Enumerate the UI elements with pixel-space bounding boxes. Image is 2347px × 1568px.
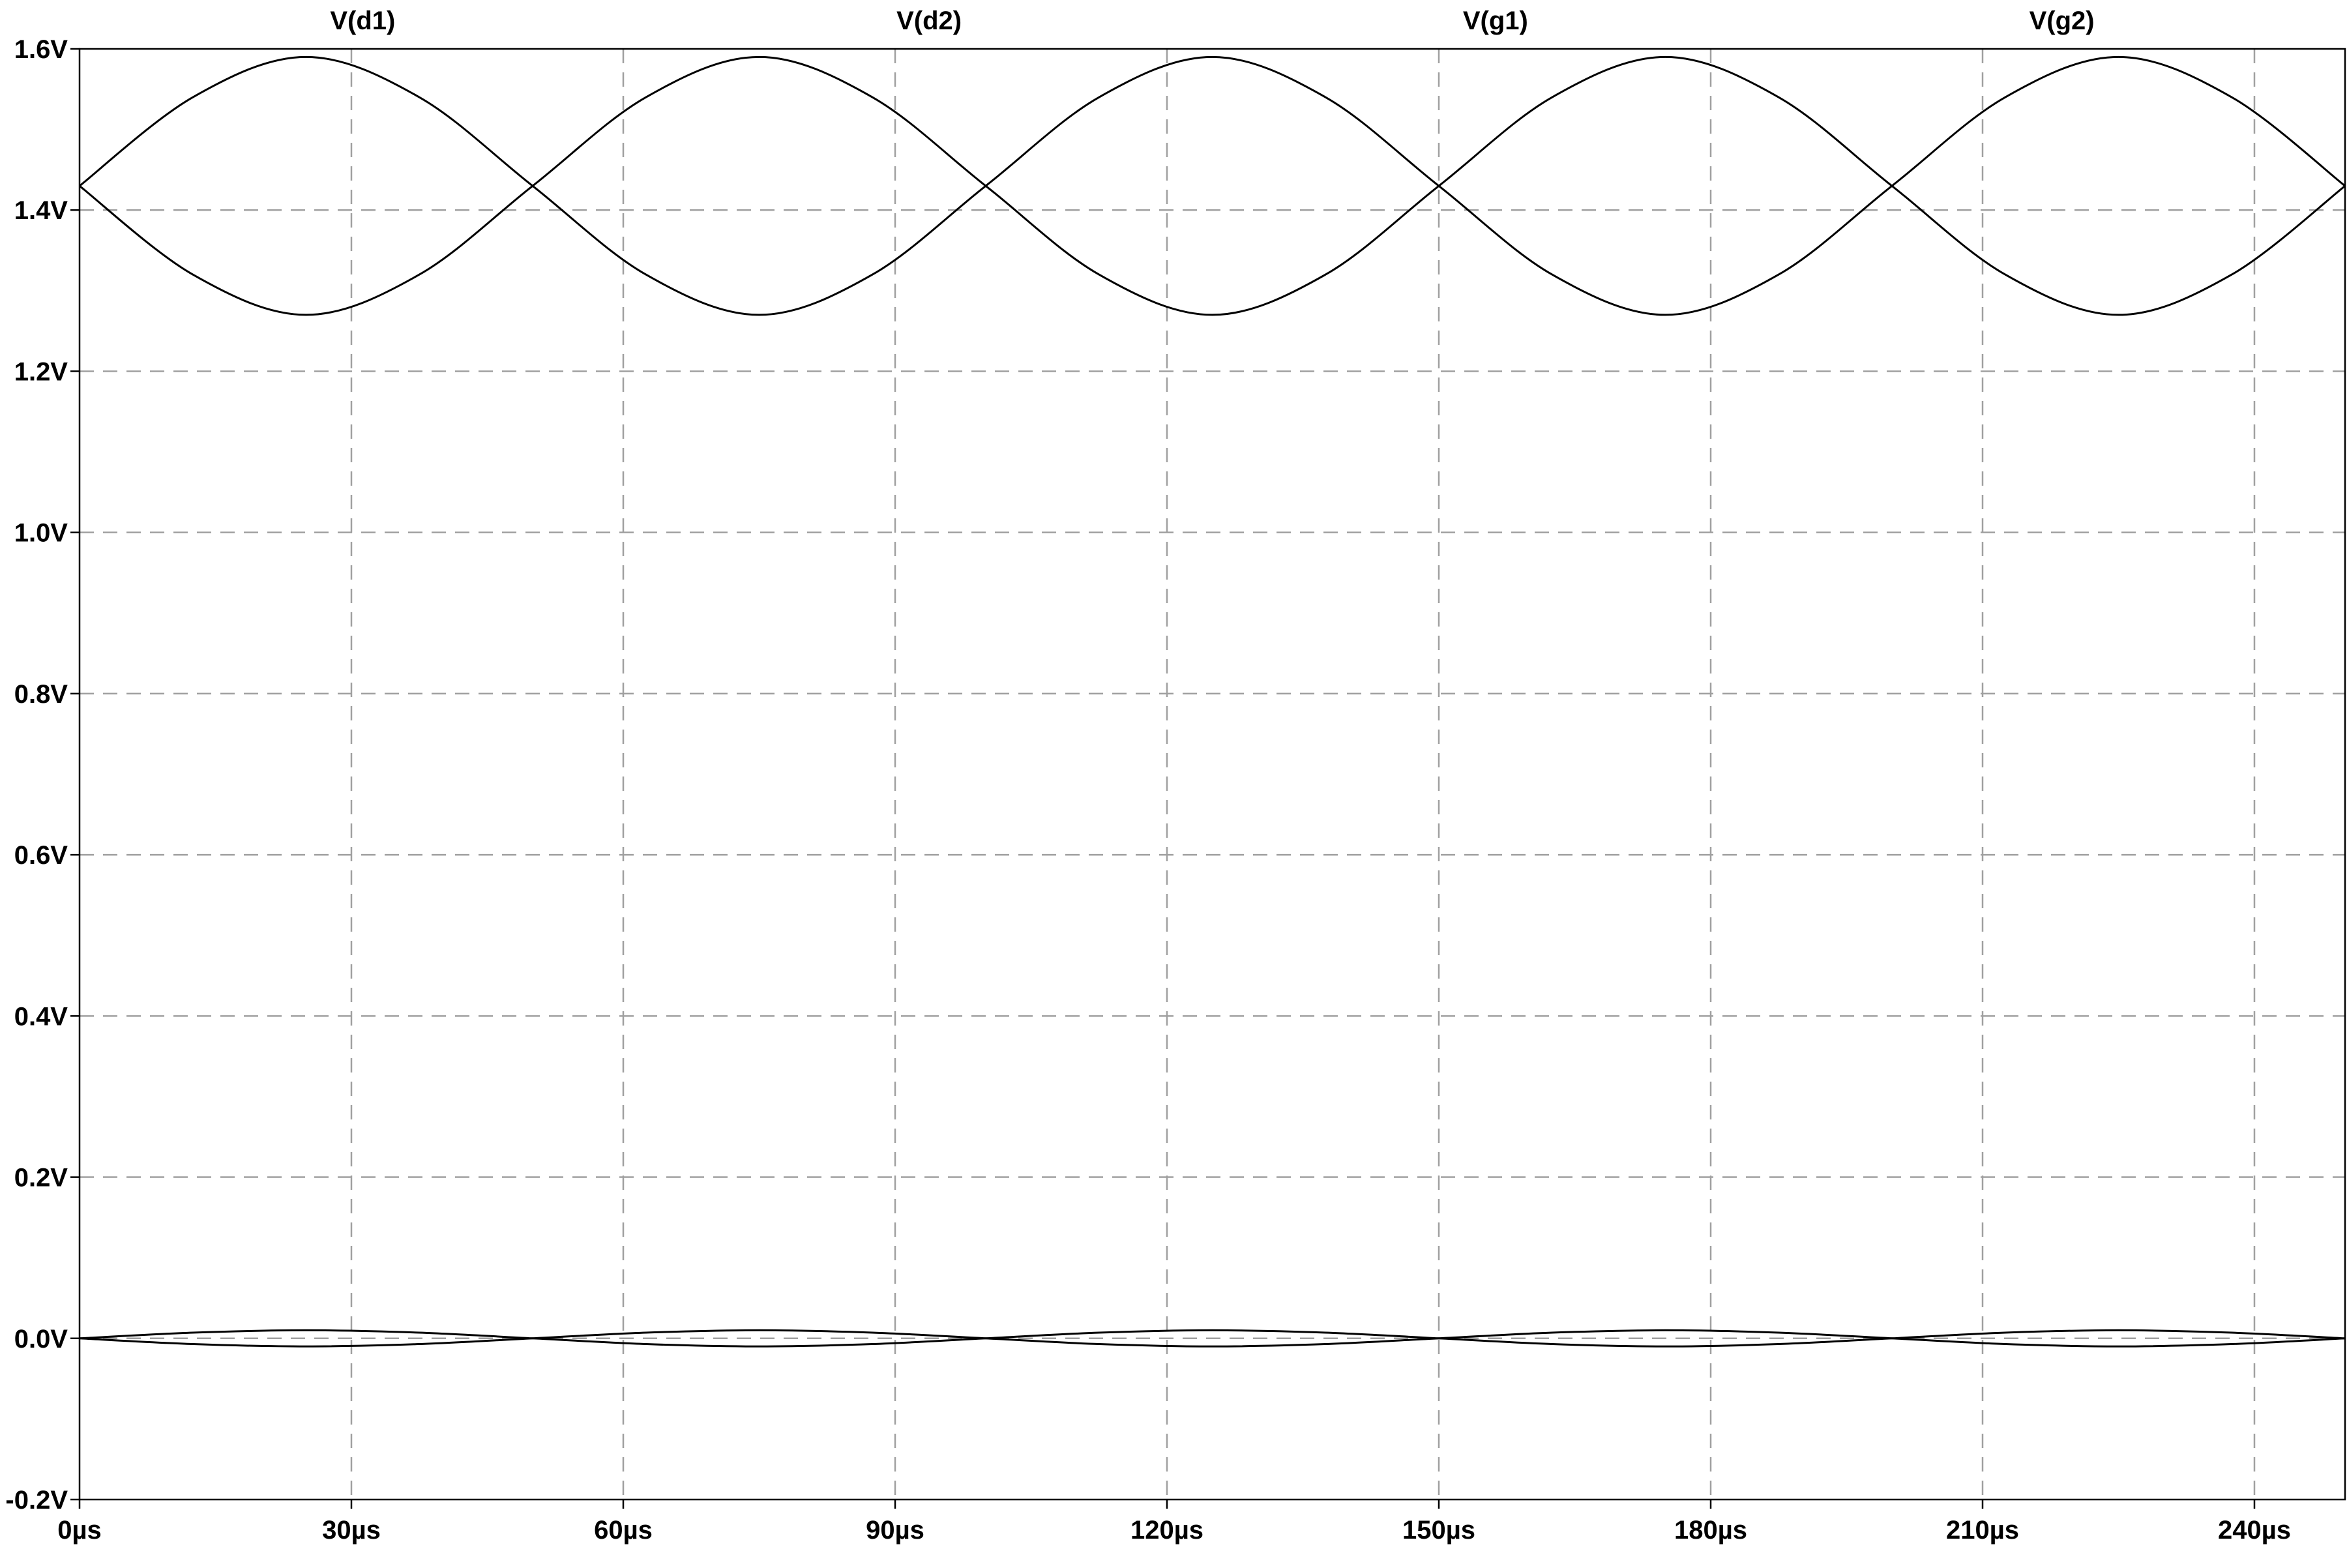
y-tick-label: 1.2V <box>14 357 68 386</box>
y-tick-label: 0.6V <box>14 841 68 870</box>
series-line-v-d2 <box>79 55 2346 316</box>
x-tick-label: 150µs <box>1402 1516 1475 1545</box>
y-tick-label: 1.4V <box>14 196 68 225</box>
axis-layer: 0µs 30µs 60µs 90µs 120µs 150µs 180µs 210µs 240µs… <box>5 35 2346 1545</box>
y-tick-label: 0.2V <box>14 1164 68 1192</box>
x-tick-label: 0µs <box>57 1516 102 1545</box>
series-line-v-g1 <box>79 1329 2346 1348</box>
legend-layer: V(d1) V(d2) V(g1) V(g2) <box>330 7 2094 35</box>
legend-label-v-g1: V(g1) <box>1463 7 1528 35</box>
trace-layer <box>79 55 2346 1348</box>
x-tick-label: 90µs <box>866 1516 924 1545</box>
legend-label-v-d2: V(d2) <box>896 7 962 35</box>
y-tick-label: 1.6V <box>14 35 68 64</box>
x-tick-label: 180µs <box>1674 1516 1747 1545</box>
legend-label-v-g2: V(g2) <box>2030 7 2095 35</box>
x-tick-label: 30µs <box>322 1516 381 1545</box>
y-tick-label: 1.0V <box>14 519 68 548</box>
x-tick-label: 60µs <box>594 1516 653 1545</box>
y-tick-label: 0.8V <box>14 680 68 709</box>
legend-label-v-d1: V(d1) <box>330 7 395 35</box>
x-tick-label: 240µs <box>2218 1516 2291 1545</box>
x-tick-label: 210µs <box>1946 1516 2019 1545</box>
x-tick-label: 120µs <box>1130 1516 1203 1545</box>
plot-frame <box>78 48 2346 1501</box>
y-tick-label: 0.4V <box>14 1002 68 1031</box>
y-tick-label: 0.0V <box>14 1325 68 1354</box>
grid-layer <box>80 49 2345 1500</box>
y-tick-label: -0.2V <box>5 1486 68 1515</box>
series-line-v-g2 <box>79 1329 2346 1348</box>
series-line-v-d1 <box>79 55 2346 316</box>
